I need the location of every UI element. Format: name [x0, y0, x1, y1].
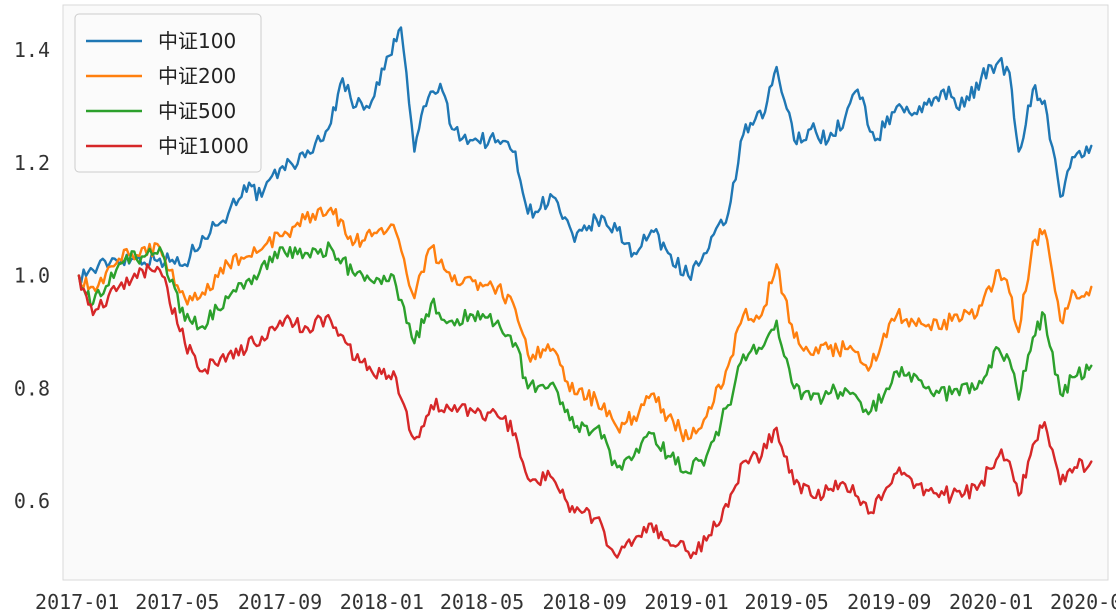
x-axis: 2017-01 2017-05 2017-09 2018-01 2018-05 2018-… — [35, 590, 1116, 614]
x-tick-label: 2018-05 — [440, 590, 524, 614]
legend-item[interactable]: 中证200 — [86, 64, 236, 88]
legend-label: 中证500 — [158, 99, 236, 123]
y-tick-label: 1.0 — [14, 264, 50, 288]
series-line-3 — [77, 241, 1093, 475]
legend-label: 中证200 — [158, 64, 236, 88]
x-tick-label: 2020-01 — [949, 590, 1033, 614]
x-tick-label: 2018-01 — [340, 590, 424, 614]
x-tick-label: 2020-05 — [1050, 590, 1116, 614]
legend-item[interactable]: 中证1000 — [86, 134, 249, 158]
x-tick-label: 2019-01 — [644, 590, 728, 614]
series-layer — [77, 26, 1093, 560]
y-axis: 0.6 0.8 1.0 1.2 1.4 — [14, 38, 50, 513]
y-tick-label: 0.6 — [14, 489, 50, 513]
x-tick-label: 2017-05 — [135, 590, 219, 614]
y-tick-label: 1.4 — [14, 38, 50, 62]
legend[interactable]: 中证100 中证200 中证500 中证1000 — [74, 13, 262, 173]
y-tick-label: 1.2 — [14, 151, 50, 175]
series-line-1 — [77, 26, 1093, 284]
x-tick-label: 2019-05 — [745, 590, 829, 614]
x-tick-label: 2018-09 — [543, 590, 627, 614]
x-tick-label: 2017-09 — [238, 590, 322, 614]
legend-item[interactable]: 中证500 — [86, 99, 236, 123]
series-line-2 — [77, 206, 1093, 443]
y-tick-label: 0.8 — [14, 376, 50, 400]
x-tick-label: 2017-01 — [35, 590, 119, 614]
legend-box — [74, 13, 262, 173]
legend-label: 中证100 — [158, 29, 236, 53]
x-tick-label: 2019-09 — [847, 590, 931, 614]
legend-item[interactable]: 中证100 — [86, 29, 236, 53]
series-line-4 — [77, 263, 1093, 560]
legend-label: 中证1000 — [158, 134, 249, 158]
